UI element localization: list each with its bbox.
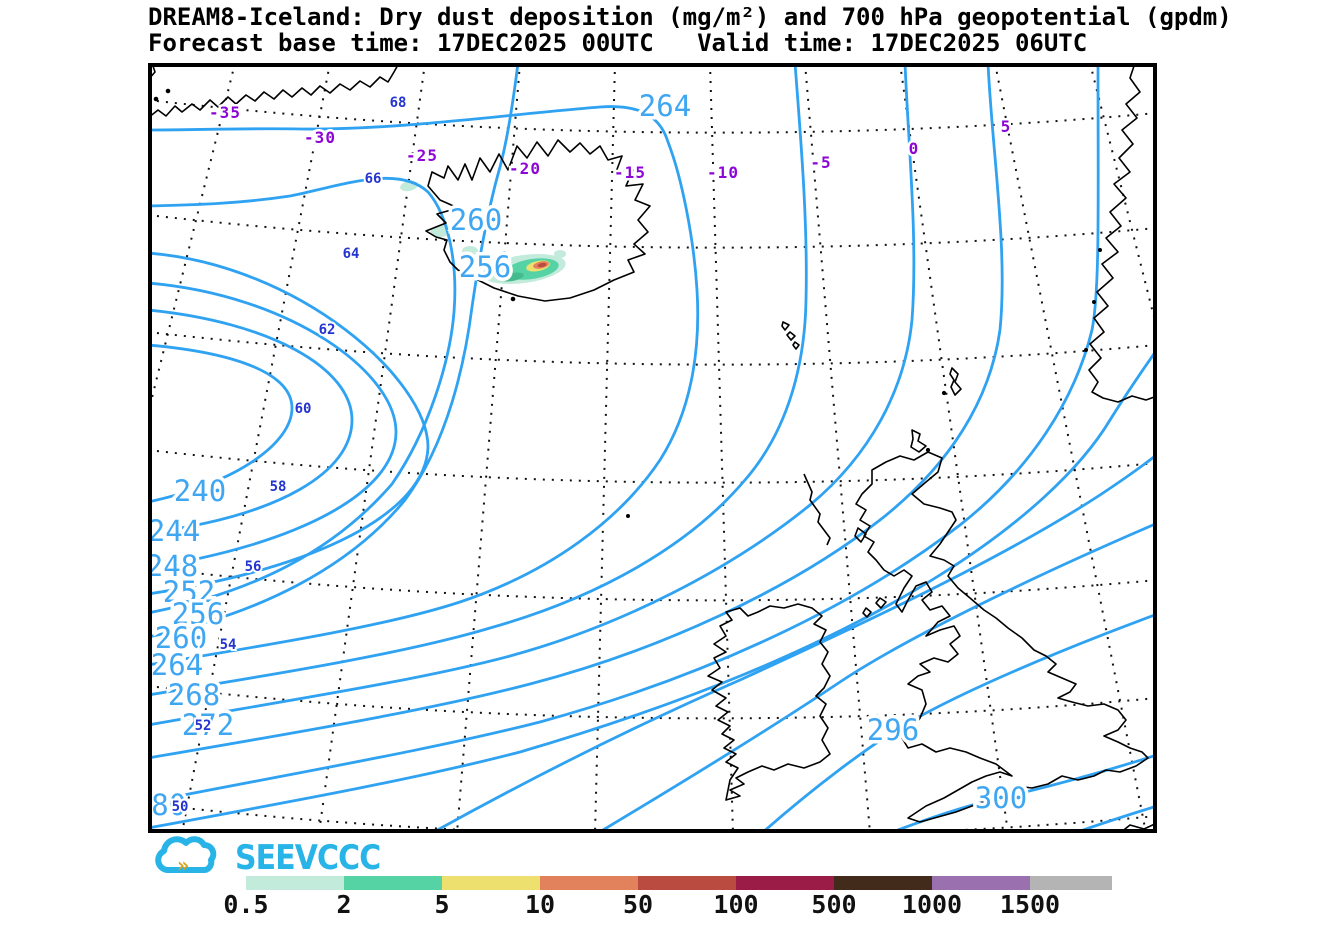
- coast-greenland: [150, 65, 399, 118]
- coast-shetland: [949, 367, 962, 396]
- contour-248: [150, 281, 398, 570]
- geopotential-contour-label: 244: [148, 514, 200, 548]
- geopotential-contour-label: 268: [168, 678, 220, 712]
- geopotential-contour-label: 256: [459, 250, 511, 284]
- temperature-label: 0: [909, 139, 920, 158]
- page-title: DREAM8-Iceland: Dry dust deposition (mg/…: [148, 4, 1232, 56]
- graticule-parallels: [150, 99, 1155, 831]
- contour-272: [150, 65, 916, 727]
- coast-orkney: [910, 429, 927, 453]
- geopotential-contour-label: 260: [155, 621, 207, 655]
- cloud-logo-icon: »: [155, 836, 217, 877]
- geopotential-contour-label: 260: [450, 203, 502, 237]
- geopotential-contours: [150, 65, 1155, 831]
- contour-264: [150, 105, 700, 667]
- graticule-meridians: [150, 65, 1155, 831]
- temperature-label: -5: [810, 153, 831, 172]
- title-line-1: DREAM8-Iceland: Dry dust deposition (mg/…: [148, 3, 1232, 31]
- temperature-label: -25: [406, 146, 438, 165]
- latitude-label: 52: [195, 718, 212, 734]
- geopotential-contour-label: 252: [163, 575, 215, 609]
- latitude-label: 64: [343, 246, 360, 262]
- logo-text: SEEVCCC: [235, 838, 381, 878]
- latitude-label: 56: [245, 559, 262, 575]
- temperature-label: -15: [614, 163, 646, 182]
- latitude-label: 50: [172, 799, 189, 815]
- coast-great-britain: [855, 451, 1149, 823]
- latitude-label: 68: [390, 95, 407, 111]
- contour-300: [891, 754, 1155, 831]
- contour-276: [150, 65, 1004, 760]
- coast-norway: [1088, 65, 1155, 403]
- geopotential-contour-label: 296: [867, 713, 919, 747]
- geopotential-contour-label: 264: [639, 89, 691, 123]
- contour-256: [150, 176, 457, 615]
- coastlines: [150, 65, 1155, 831]
- contour-240: [150, 343, 294, 503]
- temperature-label: -30: [304, 128, 336, 147]
- contour-296: [762, 613, 1155, 831]
- seevccc-logo: » SEEVCCC: [147, 836, 381, 878]
- latitude-label: 58: [270, 479, 287, 495]
- coast-iceland: [425, 139, 651, 302]
- contour-292: [598, 522, 1155, 831]
- latitude-label: 62: [319, 322, 336, 338]
- temperature-label: -20: [509, 159, 541, 178]
- contour-label-layer: 2642602562402442482522562602642682722802…: [134, 86, 1031, 826]
- contour-284: [150, 349, 1155, 830]
- map-frame: [148, 63, 1157, 833]
- svg-text:»: »: [177, 853, 189, 877]
- geopotential-contour-label: 240: [174, 474, 226, 508]
- contour-304: [1076, 805, 1155, 831]
- geopotential-contour-label: 248: [146, 549, 198, 583]
- title-line-2: Forecast base time: 17DEC2025 00UTC Vali…: [148, 29, 1088, 57]
- geopotential-contour-label: 256: [172, 597, 224, 631]
- latitude-label: 60: [295, 401, 312, 417]
- contour-260: [150, 65, 520, 638]
- contour-288: [432, 454, 1155, 831]
- contour-244: [150, 308, 354, 535]
- coast-hebrides: [803, 473, 831, 546]
- temperature-label-layer: -35 -30 -25 -20 -15 -10 -5 0 5: [207, 101, 1013, 185]
- contour-280: [150, 65, 1100, 804]
- contour-268: [150, 65, 808, 697]
- latitude-label-layer: 68 66 64 62 60 58 56 54 52 50: [170, 93, 409, 817]
- geopotential-contour-label: 280: [134, 788, 186, 822]
- temperature-label: 5: [1001, 117, 1012, 136]
- geopotential-contour-label: 300: [975, 781, 1027, 815]
- temperature-label: -10: [707, 163, 739, 182]
- latitude-label: 54: [220, 637, 237, 653]
- contour-252: [150, 251, 430, 596]
- temperature-label: -35: [209, 103, 241, 122]
- latitude-label: 66: [365, 171, 382, 187]
- coast-ireland: [707, 603, 831, 801]
- geopotential-contour-label: 272: [182, 708, 234, 742]
- coast-faroes: [781, 321, 800, 350]
- geopotential-contour-label: 264: [151, 648, 203, 682]
